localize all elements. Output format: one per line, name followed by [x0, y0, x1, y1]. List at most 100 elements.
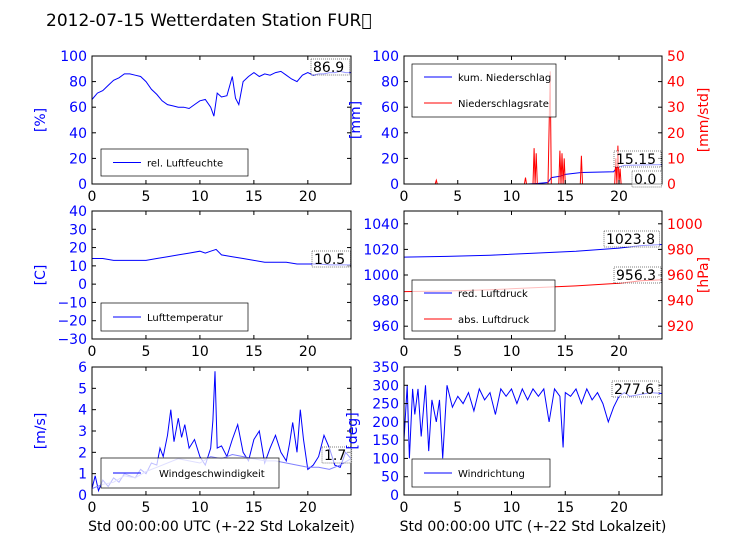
y-tick-label: 0 — [78, 488, 87, 504]
x-tick-label: 20 — [610, 344, 628, 360]
x-tick-label: 15 — [245, 344, 263, 360]
y-tick-label: 3 — [78, 424, 87, 440]
legend-label: rel. Luftfeuchte — [147, 159, 223, 170]
value-label: 1.7 — [324, 448, 346, 464]
x-tick-label: 15 — [245, 189, 263, 205]
y-tick-label: 0 — [390, 177, 399, 193]
y-tick-label: 20 — [381, 151, 399, 167]
x-tick-label: 5 — [453, 500, 462, 516]
value-label: 86.9 — [313, 60, 344, 76]
value-box — [310, 58, 350, 76]
legend-label: red. Luftdruck — [458, 289, 528, 300]
y-axis-label: [deg] — [345, 412, 361, 449]
legend-box — [411, 279, 556, 332]
y2-tick-label: 50 — [667, 49, 685, 65]
x-axis-label: Std 00:00:00 UTC (+-22 Std Lokalzeit) — [400, 519, 667, 535]
y-tick-label: 1040 — [363, 217, 399, 233]
value-label: 0.0 — [634, 172, 656, 188]
x-tick-label: 10 — [503, 344, 521, 360]
figure-title: 2012-07-15 Wetterdaten Station FUR  — [46, 11, 372, 31]
value-box — [311, 250, 351, 268]
panel-temperature: 0 5 10 15 20 −30 −20 −10 0 10 20 30 40 [C] Lufttempera… — [33, 204, 352, 360]
y2-tick-label: 40 — [667, 75, 685, 91]
y-axis-label: [%] — [33, 108, 49, 132]
x-tick-label: 10 — [503, 500, 521, 516]
y-tick-label: 0 — [78, 277, 87, 293]
legend-box — [411, 63, 557, 118]
x-tick-label: 20 — [299, 344, 317, 360]
value-label: 956.3 — [616, 268, 656, 284]
x-tick-label: 0 — [400, 189, 409, 205]
y-tick-label: 2 — [78, 445, 87, 461]
x-tick-label: 15 — [556, 344, 574, 360]
legend-label: Windrichtung — [458, 469, 525, 480]
value-box — [631, 170, 663, 188]
y-tick-label: 40 — [69, 126, 87, 142]
y-tick-label: 100 — [60, 49, 87, 65]
y2-tick-label: 10 — [667, 151, 685, 167]
y-axis-label: [mm] — [348, 101, 364, 139]
y-tick-label: 250 — [372, 397, 399, 413]
y-tick-label: 100 — [372, 49, 399, 65]
y-tick-label: 10 — [69, 259, 87, 275]
x-tick-label: 20 — [299, 189, 317, 205]
x-tick-label: 0 — [88, 500, 97, 516]
x-tick-label: 20 — [610, 500, 628, 516]
x-axis-label: Std 00:00:00 UTC (+-22 Std Lokalzeit) — [88, 519, 355, 535]
y-tick-label: −30 — [57, 332, 87, 348]
plot-frame — [403, 55, 663, 185]
y-tick-label: 4 — [78, 403, 87, 419]
value-box — [613, 266, 662, 284]
y2-tick-label: 920 — [667, 319, 694, 335]
legend-label: kum. Niederschlag — [458, 73, 551, 84]
legend-label: Lufttemperatur — [147, 313, 224, 324]
plot-frame — [403, 366, 663, 496]
y-axis-label: [C] — [33, 265, 49, 286]
x-tick-label: 15 — [245, 500, 263, 516]
y-tick-label: 1020 — [363, 242, 399, 258]
y-tick-label: 20 — [69, 151, 87, 167]
series-line-humidity-0 — [91, 70, 351, 117]
y2-tick-label: 20 — [667, 126, 685, 142]
y-tick-label: 1000 — [363, 268, 399, 284]
y-axis-label: [m/s] — [33, 413, 49, 450]
y-tick-label: 980 — [372, 294, 399, 310]
y-tick-label: 1 — [78, 467, 87, 483]
y-tick-label: 350 — [372, 360, 399, 376]
y-tick-label: −20 — [57, 314, 87, 330]
panel-pressure: 0 5 10 15 20 960 980 1000 1020 1040 920 940 960 980 10… — [363, 210, 712, 360]
x-tick-label: 10 — [191, 500, 209, 516]
y-tick-label: 40 — [381, 126, 399, 142]
x-tick-label: 10 — [191, 189, 209, 205]
x-tick-label: 0 — [400, 344, 409, 360]
value-box — [611, 380, 660, 398]
y2-axis-label: [hPa] — [696, 257, 712, 293]
y2-tick-label: 980 — [667, 242, 694, 258]
y-tick-label: 30 — [69, 222, 87, 238]
y-tick-label: 60 — [69, 100, 87, 116]
x-tick-label: 15 — [556, 500, 574, 516]
y-tick-label: 80 — [69, 75, 87, 91]
y-tick-label: 40 — [69, 204, 87, 220]
x-tick-label: 5 — [141, 189, 150, 205]
y-tick-label: 20 — [69, 241, 87, 257]
x-tick-label: 10 — [503, 189, 521, 205]
value-label: 1023.8 — [606, 232, 655, 248]
y-tick-label: 200 — [372, 415, 399, 431]
x-tick-label: 0 — [88, 344, 97, 360]
y-tick-label: 0 — [390, 488, 399, 504]
x-tick-label: 20 — [610, 189, 628, 205]
y2-axis-label: [mm/std] — [696, 88, 712, 153]
y-tick-label: 960 — [372, 319, 399, 335]
y-tick-label: 60 — [381, 100, 399, 116]
y-tick-label: 80 — [381, 75, 399, 91]
value-box — [603, 230, 660, 248]
y-tick-label: 6 — [78, 360, 87, 376]
y-tick-label: 300 — [372, 378, 399, 394]
x-tick-label: 5 — [453, 344, 462, 360]
y-tick-label: 0 — [78, 177, 87, 193]
panel-wind_speed: 0 5 10 15 20 0 1 2 3 4 5 6 [m/s] Std 00:00:00 UTC (+-… — [33, 360, 355, 535]
series-line-temperature-0 — [92, 248, 351, 266]
value-box — [321, 446, 353, 464]
